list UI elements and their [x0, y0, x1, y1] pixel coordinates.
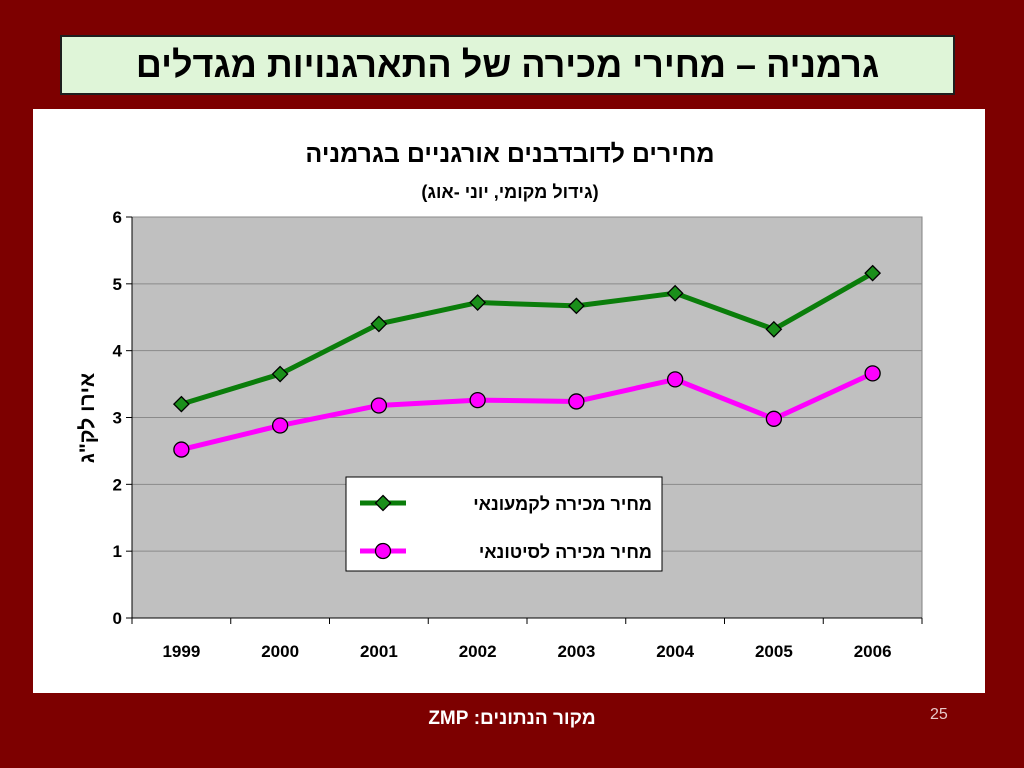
legend-swatch-marker [374, 494, 392, 512]
plot-area: 0 1 2 3 4 5 6 1999 2000 2001 2002 2003 2004 2005 2006 [113, 208, 923, 661]
y-axis-label: אירו לק"ג [76, 373, 99, 463]
x-tick-label: 2004 [656, 642, 694, 661]
legend-label: מחיר מכירה לקמעונאי [473, 494, 652, 514]
x-tick-label: 2002 [459, 642, 497, 661]
page-number: 25 [930, 706, 948, 723]
chart-panel: מחירים לדובדבנים אורגניים בגרמניה (גידול… [33, 109, 985, 693]
y-tick-label: 2 [113, 475, 122, 494]
x-tick-label: 2005 [755, 642, 793, 661]
series-line-2 [180, 371, 874, 453]
chart-title: מחירים לדובדבנים אורגניים בגרמניה [305, 140, 714, 168]
y-tick-label: 6 [113, 208, 122, 227]
data-point-series-1 [271, 365, 289, 383]
legend: מחיר מכירה לקמעונאי מחיר מכירה לסיטונאי [345, 476, 663, 572]
legend-box [345, 476, 663, 572]
data-point-series-1 [469, 294, 487, 311]
slide-title: גרמניה – מחירי מכירה של התארגנויות מגדלי… [135, 44, 880, 85]
data-point-series-2 [568, 393, 585, 410]
data-point-series-1 [567, 297, 585, 315]
data-point-series-1 [765, 320, 783, 338]
data-point-series-2 [271, 417, 289, 434]
y-tick-label: 0 [113, 609, 122, 628]
x-tick-label: 2006 [854, 642, 892, 661]
slide-title-box: גרמניה – מחירי מכירה של התארגנויות מגדלי… [60, 35, 955, 95]
data-point-series-2 [173, 441, 190, 458]
data-point-series-1 [864, 264, 882, 282]
data-point-series-2 [765, 410, 783, 427]
x-tick-label: 2003 [557, 642, 595, 661]
data-point-series-1 [370, 315, 388, 333]
data-point-series-1 [172, 395, 190, 413]
data-point-series-2 [864, 365, 881, 382]
x-tick-label: 2001 [360, 642, 398, 661]
x-tick-label: 2000 [261, 642, 299, 661]
y-tick-label: 4 [113, 342, 123, 361]
data-point-series-2 [370, 397, 388, 414]
y-tick-label: 5 [113, 275, 122, 294]
y-tick-label: 1 [113, 542, 122, 561]
data-point-series-1 [666, 284, 684, 302]
data-point-series-2 [469, 391, 486, 409]
line-chart: מחירים לדובדבנים אורגניים בגרמניה (גידול… [76, 140, 923, 661]
x-tick-label: 1999 [162, 642, 200, 661]
y-tick-label: 3 [113, 409, 122, 428]
data-point-series-2 [666, 371, 684, 388]
legend-label: מחיר מכירה לסיטונאי [479, 542, 652, 562]
series-line-1 [180, 270, 874, 407]
chart-subtitle: (גידול מקומי, יוני -אוג) [421, 182, 598, 202]
legend-swatch-marker [374, 542, 392, 560]
data-source-note: מקור הנתונים: ZMP [428, 708, 596, 729]
